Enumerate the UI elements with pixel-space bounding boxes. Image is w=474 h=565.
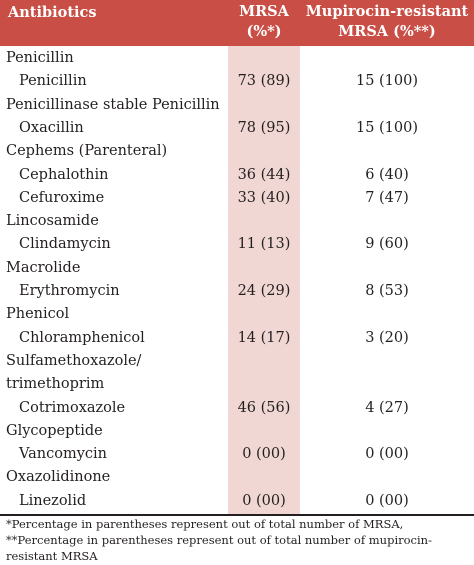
- mrsa-column-highlight: [228, 45, 300, 514]
- mupirocin-resistant-value: 9 (60): [365, 236, 409, 253]
- antibiotic-name: Cotrimoxazole: [19, 399, 126, 416]
- mrsa-value: 14 (17): [237, 329, 291, 346]
- table-row: Erythromycin 24 (29) 8 (53): [0, 280, 474, 303]
- mrsa-value: 11 (13): [237, 236, 291, 253]
- category-row: Macrolide: [0, 257, 474, 280]
- antibiotic-name: Erythromycin: [19, 283, 120, 299]
- footnote-mupirocin-cont: resistant MRSA: [6, 549, 98, 563]
- antibiotic-name: Chloramphenicol: [19, 329, 145, 346]
- table-row: Cotrimoxazole 46 (56) 4 (27): [0, 397, 474, 420]
- mrsa-value: 73 (89): [237, 73, 291, 90]
- header-antibiotics: Antibiotics: [8, 4, 97, 21]
- category-row: Oxazolidinone: [0, 466, 474, 489]
- header-mup-line2: MRSA (%**): [338, 23, 436, 40]
- mrsa-value: 78 (95): [237, 119, 291, 136]
- mrsa-value: 0 (00): [242, 446, 286, 463]
- antibiotic-name: Clindamycin: [19, 236, 111, 253]
- category-row: Penicillinase stable Penicillin: [0, 94, 474, 117]
- category-row: trimethoprim: [0, 373, 474, 396]
- footnote-mrsa: *Percentage in parentheses represent out…: [6, 517, 404, 531]
- table-row: Oxacillin 78 (95) 15 (100): [0, 117, 474, 140]
- table-header: Antibiotics MRSA (%*) Mupirocin-resistan…: [0, 0, 474, 45]
- table-bottom-rule: [0, 514, 474, 516]
- footnote-mupirocin: **Percentage in parentheses represent ou…: [6, 533, 432, 547]
- category-label: Cephems (Parenteral): [6, 143, 168, 160]
- category-label: Penicillinase stable Penicillin: [6, 96, 220, 113]
- mrsa-value: 36 (44): [237, 166, 291, 183]
- mrsa-value: 46 (56): [237, 399, 291, 416]
- mrsa-value: 33 (40): [237, 189, 291, 206]
- table-row: Chloramphenicol 14 (17) 3 (20): [0, 327, 474, 350]
- table-row: Linezolid 0 (00) 0 (00): [0, 490, 474, 513]
- category-label: Phenicol: [6, 306, 70, 323]
- category-row: Cephems (Parenteral): [0, 140, 474, 163]
- antibiotic-name: Penicillin: [19, 73, 87, 90]
- mupirocin-resistant-value: 7 (47): [365, 189, 409, 206]
- header-divider: [0, 45, 474, 46]
- category-label: Oxazolidinone: [6, 469, 111, 486]
- category-row: Sulfamethoxazole/: [0, 350, 474, 373]
- category-label: Macrolide: [6, 259, 81, 276]
- category-label: Glycopeptide: [6, 422, 103, 439]
- antibiotic-name: Oxacillin: [19, 119, 84, 136]
- category-row: Glycopeptide: [0, 420, 474, 443]
- antibiotic-name: Linezolid: [19, 492, 87, 509]
- mupirocin-resistant-value: 15 (100): [355, 119, 419, 136]
- antibiotic-name: Vancomycin: [19, 446, 108, 463]
- header-mrsa-line1: MRSA: [239, 3, 289, 20]
- category-row: Lincosamide: [0, 210, 474, 233]
- antibiotic-name: Cefuroxime: [19, 189, 105, 206]
- mupirocin-resistant-value: 0 (00): [365, 492, 409, 509]
- mrsa-value: 0 (00): [242, 492, 286, 509]
- table-row: Vancomycin 0 (00) 0 (00): [0, 443, 474, 466]
- header-mup-line1: Mupirocin-resistant: [305, 3, 469, 20]
- mrsa-value: 24 (29): [237, 283, 291, 299]
- table-row: Clindamycin 11 (13) 9 (60): [0, 233, 474, 256]
- category-row: Penicillin: [0, 47, 474, 70]
- category-label: Penicillin: [6, 50, 74, 66]
- table-row: Cephalothin 36 (44) 6 (40): [0, 164, 474, 187]
- mupirocin-resistant-value: 4 (27): [365, 399, 409, 416]
- header-mupirocin-resistant: Mupirocin-resistant MRSA (%**): [300, 2, 474, 42]
- mupirocin-resistant-value: 15 (100): [355, 73, 419, 90]
- mupirocin-resistant-value: 8 (53): [365, 283, 409, 299]
- table-row: Cefuroxime 33 (40) 7 (47): [0, 187, 474, 210]
- header-mrsa: MRSA (%*): [228, 2, 300, 42]
- category-label: trimethoprim: [6, 376, 105, 393]
- mupirocin-resistant-value: 6 (40): [365, 166, 409, 183]
- header-mrsa-line2: (%*): [246, 23, 282, 40]
- category-label: Lincosamide: [6, 213, 99, 230]
- table-row: Penicillin 73 (89) 15 (100): [0, 70, 474, 93]
- mupirocin-resistant-value: 3 (20): [365, 329, 409, 346]
- mupirocin-resistant-value: 0 (00): [365, 446, 409, 463]
- category-row: Phenicol: [0, 303, 474, 326]
- antibiotic-name: Cephalothin: [19, 166, 109, 183]
- category-label: Sulfamethoxazole/: [6, 352, 142, 369]
